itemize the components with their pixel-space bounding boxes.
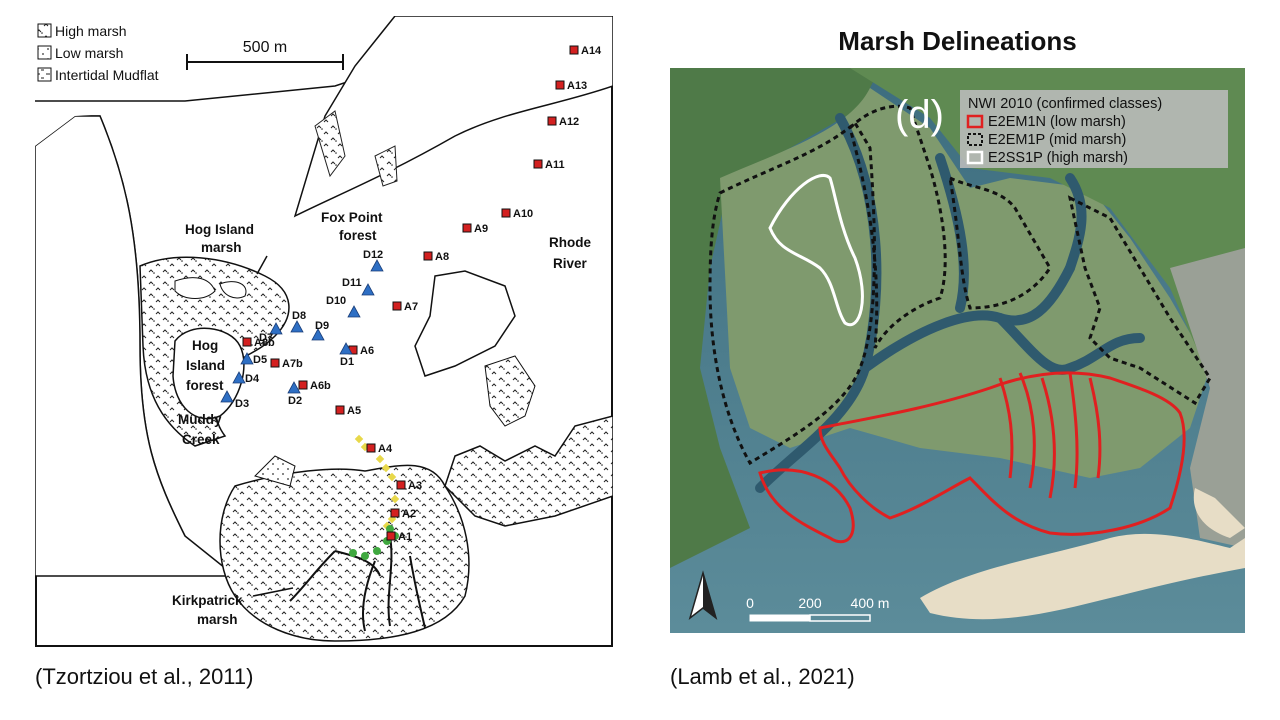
station-marker-a13: [555, 80, 565, 90]
station-marker-a3: [396, 480, 406, 490]
right-scalebar: 0 200 400 m: [746, 595, 890, 622]
station-marker-d3: [220, 390, 234, 403]
scalebar-label: 500 m: [243, 39, 287, 56]
station-label-d3: D3: [235, 398, 249, 410]
station-label-a12: A12: [559, 116, 579, 128]
stations-d: D12 D11 D10 D9 D8 D7 D5 D4 D3 D2 D1: [220, 249, 384, 410]
right-map-title: Marsh Delineations: [838, 26, 1077, 56]
station-label-d10: D10: [326, 295, 346, 307]
station-marker-d9: [311, 328, 325, 341]
station-label-a8: A8: [435, 251, 449, 263]
station-label-a7b: A7b: [282, 358, 303, 370]
panel-label-d: (d): [895, 93, 944, 137]
station-marker-d10: [347, 305, 361, 318]
right-legend: NWI 2010 (confirmed classes) E2EM1N (low…: [960, 90, 1228, 168]
scale-tick-0: 0: [746, 595, 754, 611]
station-label-d12: D12: [363, 249, 383, 261]
right-caption: (Lamb et al., 2021): [670, 664, 855, 689]
label-fox-point-2: forest: [339, 228, 377, 243]
stations-a: A14 A13 A12 A11 A10 A9 A8 A7 A6 A5 A4 A3 A2 A1 A8b A7b A…: [242, 45, 602, 543]
station-marker-a4: [366, 443, 376, 453]
label-hog-island-marsh-2: marsh: [201, 240, 242, 255]
station-marker-a5: [335, 405, 345, 415]
station-label-d5: D5: [253, 354, 267, 366]
station-label-d11: D11: [342, 277, 362, 289]
label-hog-island-forest-2: Island: [186, 358, 225, 373]
west-shore: [35, 115, 238, 577]
station-label-d1: D1: [340, 356, 354, 368]
station-label-a11: A11: [545, 159, 565, 171]
station-label-a10: A10: [513, 208, 533, 220]
station-label-a5: A5: [347, 405, 361, 417]
north-arrow-icon: [688, 570, 718, 620]
station-marker-a7: [392, 301, 402, 311]
station-marker-a8b: [242, 337, 252, 347]
station-label-a6: A6: [360, 345, 374, 357]
legend-mid-marsh-label: E2EM1P (mid marsh): [988, 132, 1126, 148]
right-aerial-map: (d) NWI 2010 (confirmed classes) E2EM1N …: [670, 68, 1245, 633]
left-place-labels: Hog Island marsh Fox Point forest Rhode …: [172, 210, 591, 627]
left-site-map: High marsh Low marsh Intertidal Mudflat …: [35, 16, 613, 647]
station-marker-d11: [361, 283, 375, 296]
station-label-a3: A3: [408, 480, 422, 492]
scale-tick-400: 400 m: [851, 595, 890, 611]
station-marker-d1: [339, 342, 353, 355]
label-muddy-creek-1: Muddy: [178, 412, 222, 427]
low-marsh-outlines: [758, 371, 1186, 544]
station-marker-a10: [501, 208, 511, 218]
label-muddy-creek-2: Creek: [182, 432, 220, 447]
station-marker-d5: [240, 352, 254, 365]
station-marker-d4: [232, 371, 246, 384]
station-marker-d12: [370, 259, 384, 272]
station-label-d7: D7: [259, 332, 273, 344]
station-marker-a2: [390, 508, 400, 518]
mid-marsh-outlines: [708, 104, 1212, 466]
station-label-a7: A7: [404, 301, 418, 313]
left-scalebar: 500 m: [186, 39, 344, 70]
station-marker-d2: [287, 381, 301, 394]
label-kirkpatrick-2: marsh: [197, 612, 238, 627]
station-marker-a14: [569, 45, 579, 55]
left-legend: High marsh Low marsh Intertidal Mudflat: [37, 23, 159, 83]
station-marker-a9: [462, 223, 472, 233]
label-hog-island-marsh-1: Hog Island: [185, 222, 254, 237]
station-label-d8: D8: [292, 310, 306, 322]
label-hog-island-forest-3: forest: [186, 378, 224, 393]
label-rhode-river-1: Rhode: [549, 235, 591, 250]
legend-low-marsh-label: E2EM1N (low marsh): [988, 114, 1126, 130]
station-marker-a12: [547, 116, 557, 126]
station-label-a2: A2: [402, 508, 416, 520]
station-label-d9: D9: [315, 320, 329, 332]
label-rhode-river-2: River: [553, 256, 588, 271]
station-label-d2: D2: [288, 395, 302, 407]
legend-high-marsh-label: E2SS1P (high marsh): [988, 150, 1128, 166]
station-label-a13: A13: [567, 80, 587, 92]
station-marker-a6b: [298, 380, 308, 390]
legend-mudflat: Intertidal Mudflat: [55, 67, 159, 83]
label-kirkpatrick-1: Kirkpatrick: [172, 593, 243, 608]
high-marsh-outline: [768, 174, 864, 327]
fox-point-land: [293, 16, 613, 218]
scale-tick-200: 200: [798, 595, 822, 611]
label-hog-island-forest-1: Hog: [192, 338, 218, 353]
left-caption: (Tzortziou et al., 2011): [35, 664, 254, 689]
station-label-a9: A9: [474, 223, 488, 235]
station-label-a1: A1: [398, 531, 412, 543]
station-marker-a8: [423, 251, 433, 261]
station-marker-d7: [269, 322, 283, 335]
station-marker-a1: [386, 531, 396, 541]
legend-low-marsh: Low marsh: [55, 45, 123, 61]
station-label-a14: A14: [581, 45, 602, 57]
station-label-d4: D4: [245, 373, 260, 385]
label-fox-point-1: Fox Point: [321, 210, 383, 225]
station-label-a6b: A6b: [310, 380, 331, 392]
station-marker-a11: [533, 159, 543, 169]
legend-high-marsh: High marsh: [55, 23, 127, 39]
station-label-a8b: A8b: [254, 337, 275, 349]
station-marker-a7b: [270, 358, 280, 368]
station-label-a4: A4: [378, 443, 393, 455]
legend-title: NWI 2010 (confirmed classes): [968, 96, 1162, 112]
station-marker-d8: [290, 320, 304, 333]
